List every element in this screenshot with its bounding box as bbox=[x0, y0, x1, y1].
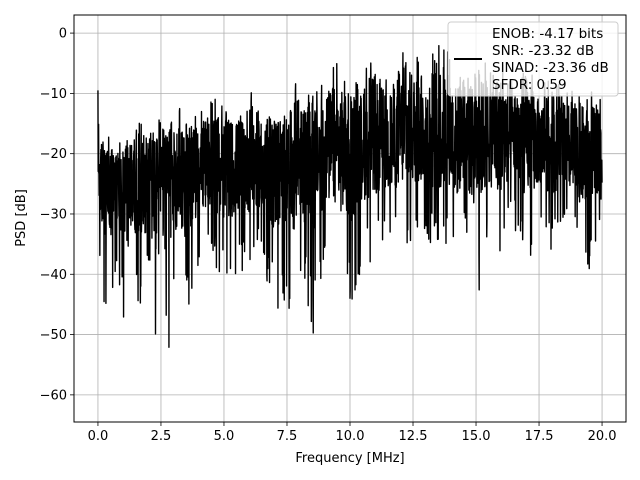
y-tick-label: −20 bbox=[40, 147, 67, 162]
legend-entry-sfdr: SFDR: 0.59 bbox=[492, 77, 567, 93]
x-tick-label: 20.0 bbox=[588, 429, 617, 444]
y-axis-label: PSD [dB] bbox=[14, 189, 29, 247]
legend-box bbox=[447, 21, 619, 97]
x-tick-label: 10.0 bbox=[336, 429, 365, 444]
y-tick-label: −40 bbox=[40, 268, 67, 283]
y-tick-label: −50 bbox=[40, 328, 67, 343]
psd-series bbox=[97, 44, 603, 348]
y-tick-label: 0 bbox=[59, 27, 67, 42]
legend: ENOB: -4.17 bits SNR: -23.32 dB SINAD: -… bbox=[447, 21, 619, 97]
x-tick-label: 12.5 bbox=[399, 429, 428, 444]
x-tick-label: 15.0 bbox=[462, 429, 491, 444]
legend-entry-snr: SNR: -23.32 dB bbox=[492, 43, 594, 59]
y-tick-label: −10 bbox=[40, 87, 67, 102]
x-tick-label: 17.5 bbox=[525, 429, 554, 444]
x-tick-label: 0.0 bbox=[88, 429, 109, 444]
x-axis-label: Frequency [MHz] bbox=[295, 451, 404, 466]
x-axis-ticks: 0.0 2.5 5.0 7.5 10.0 12.5 15.0 17.5 20.0 bbox=[88, 422, 617, 444]
y-tick-label: −30 bbox=[40, 207, 67, 222]
x-tick-label: 7.5 bbox=[277, 429, 298, 444]
legend-entry-sinad: SINAD: -23.36 dB bbox=[492, 60, 609, 76]
legend-entry-enob: ENOB: -4.17 bits bbox=[492, 26, 603, 42]
x-tick-label: 5.0 bbox=[214, 429, 235, 444]
psd-line bbox=[97, 44, 603, 348]
x-tick-label: 2.5 bbox=[151, 429, 172, 444]
y-axis-ticks: 0 −10 −20 −30 −40 −50 −60 bbox=[40, 27, 74, 403]
y-tick-label: −60 bbox=[40, 388, 67, 403]
